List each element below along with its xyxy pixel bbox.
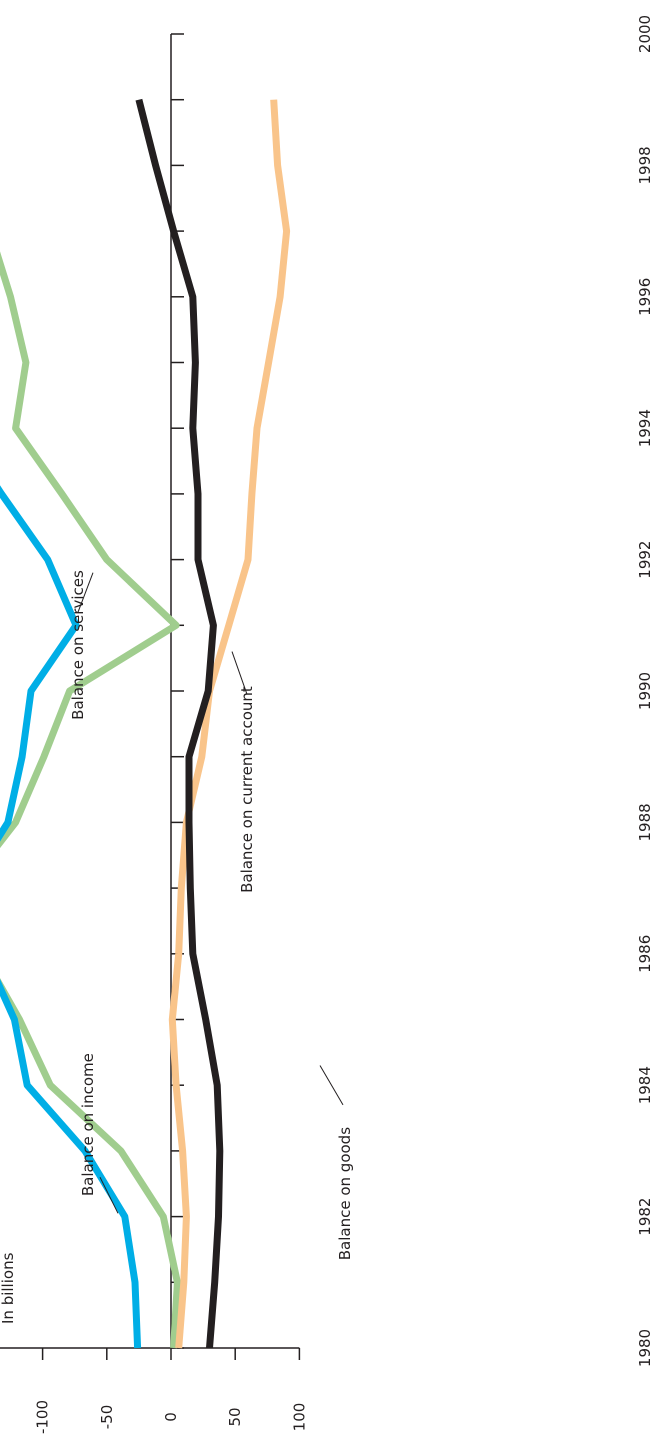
balance-on-goods-label: Balance on goods xyxy=(336,1127,354,1260)
plot-area: 1980 1982 1984 1986 1988 1990 1992 1994 1996 1998… xyxy=(0,15,654,1434)
y-tick-label: -50 xyxy=(98,1405,116,1430)
balance-on-income-label: Balance on income xyxy=(79,1053,97,1196)
x-tick-label: 1982 xyxy=(636,1198,654,1236)
annotation-leaders xyxy=(77,572,344,1214)
series-lines xyxy=(0,96,291,1349)
balance-on-services-line xyxy=(168,99,291,1349)
annotation-labels: Balance on income Balance on services Bala… xyxy=(69,570,354,1260)
balance-on-current-account-leader xyxy=(231,651,248,695)
x-tick-label: 1988 xyxy=(636,803,654,841)
y-axis-title: In billions xyxy=(0,1252,17,1324)
x-tick-label: 1996 xyxy=(636,278,654,316)
x-axis-ticks: 1980 1982 1984 1986 1988 1990 1992 1994 1996 1998… xyxy=(171,15,654,1367)
balance-on-services-leader xyxy=(77,572,94,613)
y-tick-label: 0 xyxy=(162,1412,180,1422)
x-tick-label: 1980 xyxy=(636,1329,654,1367)
y-tick-label: -100 xyxy=(34,1400,52,1434)
balance-on-current-account-label: Balance on current account xyxy=(238,686,256,893)
balance-on-current-account-line xyxy=(0,96,181,1349)
x-tick-label: 2000 xyxy=(636,15,654,53)
x-tick-label: 1990 xyxy=(636,672,654,710)
balance-on-income-leader xyxy=(99,1176,119,1214)
x-tick-label: 1992 xyxy=(636,541,654,579)
x-tick-label: 1984 xyxy=(636,1066,654,1104)
balance-on-goods-leader xyxy=(319,1065,344,1106)
x-tick-label: 1994 xyxy=(636,409,654,447)
balance-on-income-line xyxy=(135,98,224,1349)
balance-on-goods-line xyxy=(0,96,142,1349)
balance-on-services-label: Balance on services xyxy=(69,570,87,720)
y-tick-label: 100 xyxy=(290,1403,308,1432)
y-tick-label: 50 xyxy=(226,1407,244,1426)
x-tick-label: 1986 xyxy=(636,935,654,973)
x-tick-label: 1998 xyxy=(636,146,654,184)
